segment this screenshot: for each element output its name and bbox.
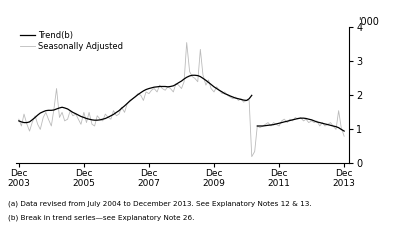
Text: (a) Data revised from July 2004 to December 2013. See Explanatory Notes 12 & 13.: (a) Data revised from July 2004 to Decem… [8, 201, 312, 207]
Text: (b) Break in trend series—see Explanatory Note 26.: (b) Break in trend series—see Explanator… [8, 215, 194, 221]
Legend: Trend(b), Seasonally Adjusted: Trend(b), Seasonally Adjusted [20, 31, 123, 51]
Text: '000: '000 [358, 17, 379, 27]
